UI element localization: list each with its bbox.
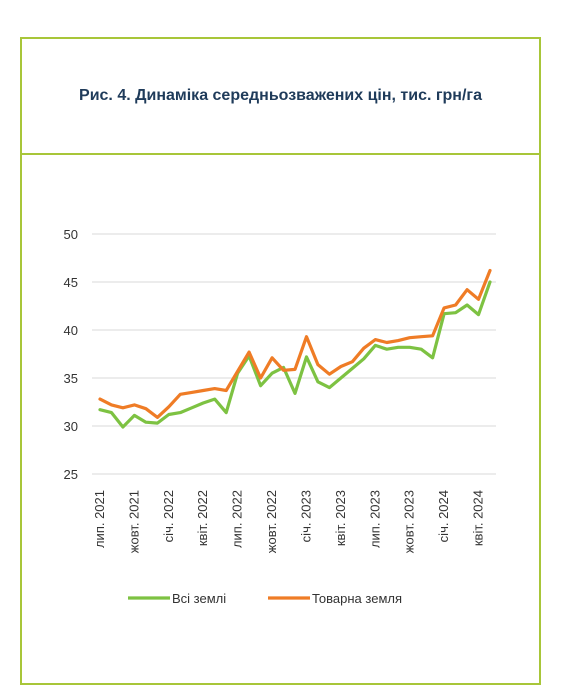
x-tick-label: лип. 2023: [367, 490, 382, 548]
y-tick-label: 30: [64, 419, 78, 434]
x-tick-label: жовт. 2022: [264, 490, 279, 553]
series-line-2: [98, 268, 492, 419]
legend-label-2: Товарна земля: [312, 591, 402, 606]
x-tick-label: квіт. 2024: [471, 490, 486, 546]
series-line-1: [98, 280, 492, 429]
x-tick-label: січ. 2023: [298, 490, 313, 542]
y-tick-label: 45: [64, 275, 78, 290]
y-tick-label: 25: [64, 467, 78, 482]
x-tick-label: лип. 2021: [92, 490, 107, 548]
x-tick-label: жовт. 2021: [126, 490, 141, 553]
legend-label-1: Всі землі: [172, 591, 226, 606]
title-box: Рис. 4. Динаміка середньозважених цін, т…: [22, 39, 539, 155]
x-tick-label: лип. 2022: [230, 490, 245, 548]
y-tick-label: 35: [64, 371, 78, 386]
x-tick-label: січ. 2024: [436, 490, 451, 542]
x-tick-label: січ. 2022: [161, 490, 176, 542]
y-tick-label: 40: [64, 323, 78, 338]
figure-frame: Рис. 4. Динаміка середньозважених цін, т…: [20, 37, 541, 685]
x-tick-label: квіт. 2022: [195, 490, 210, 546]
x-tick-label: квіт. 2023: [333, 490, 348, 546]
chart-title: Рис. 4. Динаміка середньозважених цін, т…: [79, 87, 482, 104]
y-tick-label: 50: [64, 227, 78, 242]
x-tick-label: жовт. 2023: [402, 490, 417, 553]
